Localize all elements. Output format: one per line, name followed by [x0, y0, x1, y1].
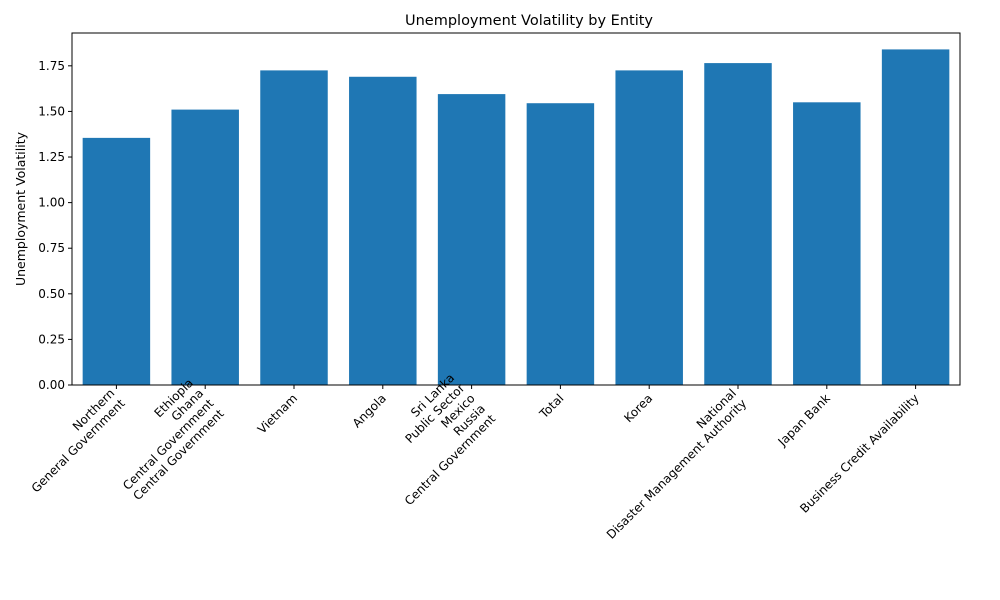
x-tick-label-line: Angola	[350, 391, 389, 430]
x-tick-label-line: General Government	[29, 396, 128, 495]
bar-0	[82, 137, 151, 385]
x-tick-label-line: Japan Bank	[775, 391, 833, 449]
y-tick-label: 0.00	[38, 378, 65, 392]
y-tick-label: 0.50	[38, 287, 65, 301]
x-tick-label: Angola	[350, 391, 389, 430]
x-tick-label: Total	[536, 391, 566, 421]
x-tick-label: NationalDisaster Management Authority	[594, 386, 750, 542]
y-tick-label: 1.00	[38, 196, 65, 210]
x-tick-label: Sri LankaPublic SectorMexicoRussiaCentra…	[361, 371, 499, 509]
x-tick-label-line: Total	[536, 391, 566, 421]
y-axis-label: Unemployment Volatility	[13, 131, 28, 286]
x-tick-label: Japan Bank	[775, 391, 833, 449]
x-tick-label-line: Korea	[621, 391, 655, 425]
plot-frame	[71, 32, 961, 386]
x-tick-label: EthiopiaGhanaCentral GovernmentCentral G…	[100, 376, 227, 503]
bar-5	[526, 103, 595, 385]
bar-7	[704, 63, 772, 386]
x-axis: NorthernGeneral Government EthiopiaGhanaC…	[18, 371, 922, 542]
bar-6	[615, 70, 683, 385]
y-tick-label: 0.75	[38, 241, 65, 255]
bar-9	[881, 49, 950, 385]
bar-4	[437, 94, 506, 385]
bar-8	[793, 102, 861, 386]
y-tick-label: 1.75	[38, 59, 65, 73]
bar-1	[171, 109, 239, 385]
bars-group	[82, 49, 950, 386]
y-axis: 0.00 0.25 0.50 0.75 1.00 1.25 1.50 1.75	[38, 59, 72, 392]
y-tick-label: 1.25	[38, 150, 65, 164]
y-tick-label: 0.25	[38, 332, 65, 346]
bar-3	[349, 76, 417, 385]
chart-title: Unemployment Volatility by Entity	[405, 13, 653, 29]
y-tick-label: 1.50	[38, 104, 65, 118]
x-tick-label: Vietnam	[255, 391, 300, 436]
x-tick-label: NorthernGeneral Government	[18, 386, 127, 495]
x-tick-label-line: Vietnam	[255, 391, 300, 436]
bar-2	[260, 70, 328, 385]
x-tick-label: Korea	[621, 391, 655, 425]
